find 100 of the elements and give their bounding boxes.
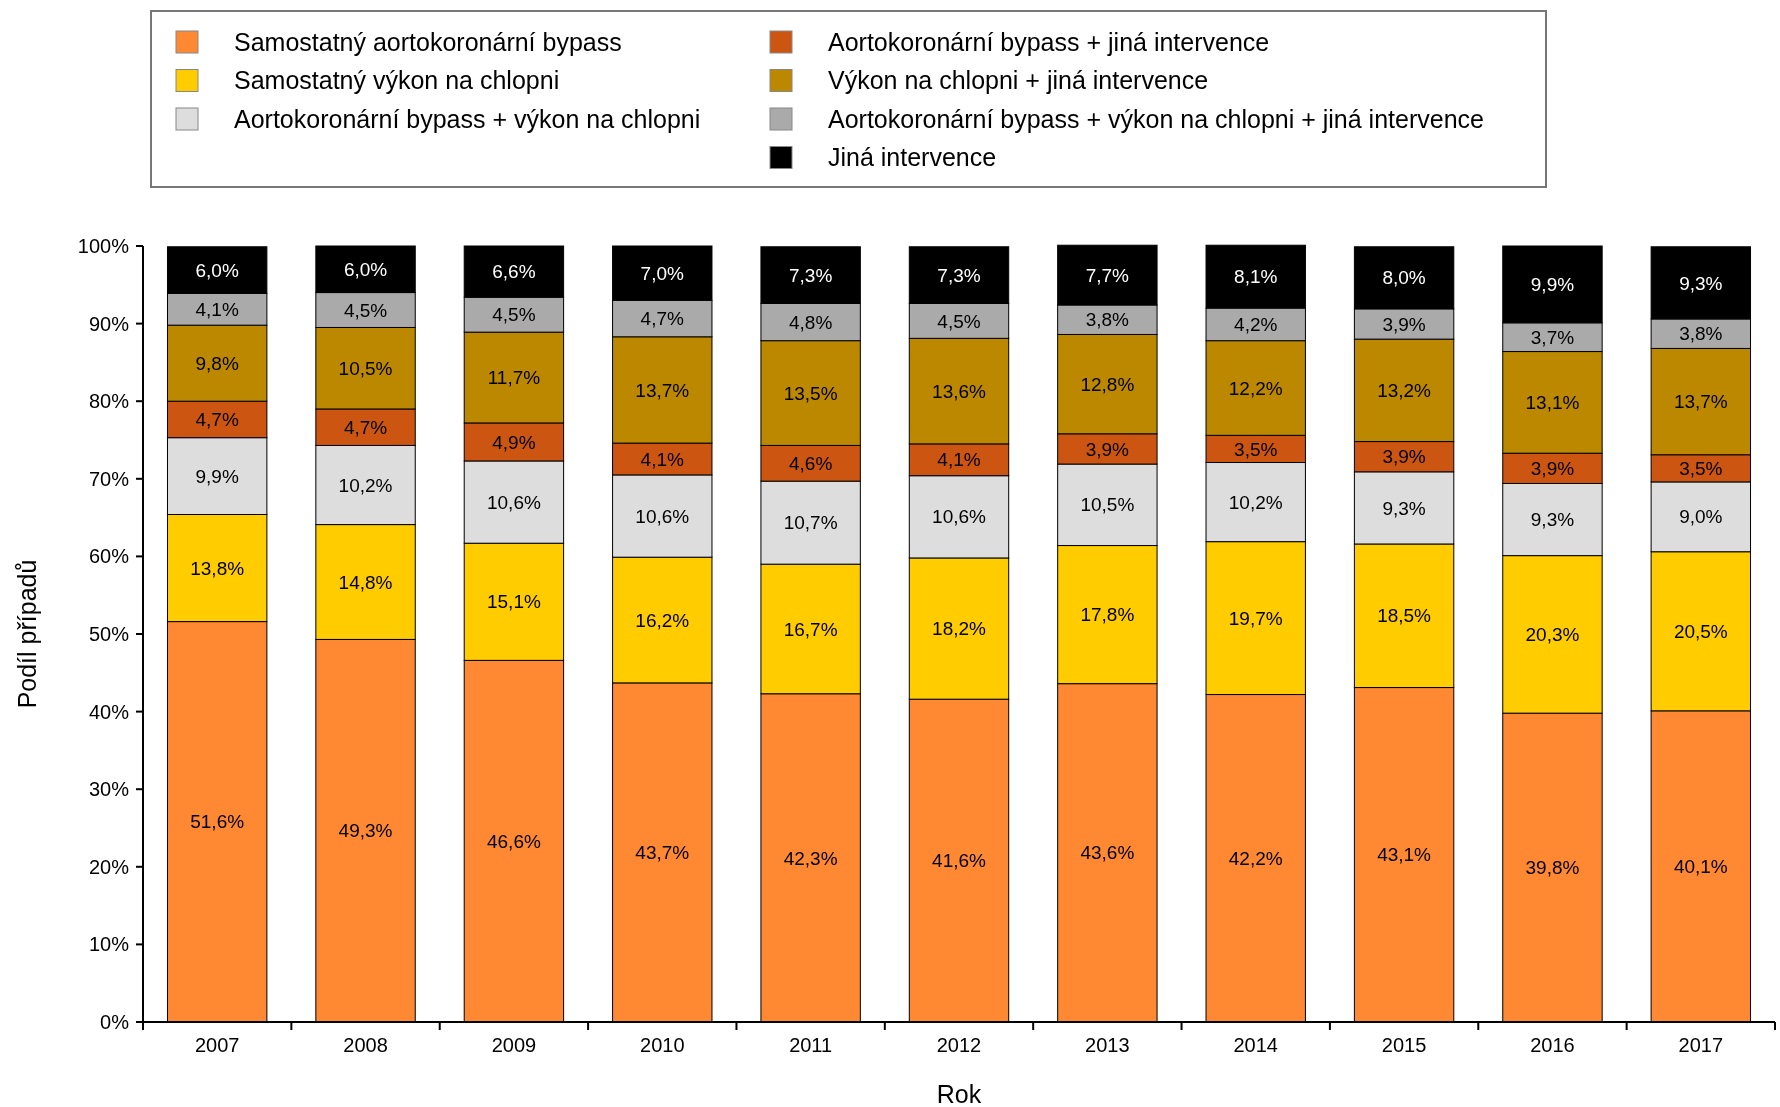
y-tick-label: 60% bbox=[88, 545, 130, 568]
data-label: 9,9% bbox=[195, 465, 239, 487]
y-tick-label: 0% bbox=[100, 1011, 130, 1033]
data-label: 16,2% bbox=[635, 609, 690, 631]
data-label: 7,3% bbox=[937, 264, 981, 286]
legend-label: Aortokoronární bypass + výkon na chlopni bbox=[234, 104, 701, 133]
y-tick-label: 40% bbox=[88, 700, 130, 723]
data-label: 13,1% bbox=[1525, 392, 1580, 414]
x-tick-label: 2014 bbox=[1233, 1034, 1278, 1056]
data-label: 19,7% bbox=[1228, 607, 1283, 629]
legend-label: Výkon na chlopni + jiná intervence bbox=[828, 66, 1209, 95]
data-label: 14,8% bbox=[338, 571, 393, 593]
data-label: 7,3% bbox=[788, 264, 833, 286]
x-tick-label: 2015 bbox=[1381, 1034, 1427, 1056]
data-label: 6,0% bbox=[195, 259, 239, 281]
x-tick-label: 2011 bbox=[789, 1034, 833, 1056]
data-label: 15,1% bbox=[486, 591, 541, 613]
data-label: 39,8% bbox=[1525, 857, 1580, 879]
data-label: 11,7% bbox=[487, 367, 541, 389]
y-tick-label: 80% bbox=[88, 390, 130, 413]
data-label: 51,6% bbox=[190, 811, 245, 833]
data-label: 9,8% bbox=[195, 352, 239, 374]
data-label: 10,5% bbox=[1080, 494, 1135, 516]
data-label: 43,7% bbox=[635, 842, 690, 864]
data-label: 46,6% bbox=[486, 830, 541, 852]
data-label: 17,8% bbox=[1080, 604, 1135, 626]
data-label: 42,2% bbox=[1228, 847, 1283, 869]
x-tick-label: 2016 bbox=[1530, 1034, 1575, 1056]
x-tick-label: 2012 bbox=[936, 1034, 982, 1056]
data-label: 10,2% bbox=[1228, 491, 1283, 513]
data-label: 9,3% bbox=[1382, 497, 1426, 519]
data-label: 8,1% bbox=[1234, 266, 1278, 288]
data-label: 3,9% bbox=[1085, 438, 1130, 460]
data-label: 4,9% bbox=[492, 431, 536, 453]
data-label: 20,3% bbox=[1525, 624, 1580, 646]
data-label: 12,8% bbox=[1080, 373, 1135, 395]
data-label: 13,2% bbox=[1377, 379, 1432, 401]
x-tick-label: 2013 bbox=[1085, 1034, 1130, 1056]
data-label: 3,8% bbox=[1679, 323, 1723, 345]
data-label: 3,5% bbox=[1679, 457, 1723, 479]
data-label: 9,0% bbox=[1679, 506, 1723, 528]
y-tick-label: 50% bbox=[88, 623, 130, 645]
x-tick-label: 2008 bbox=[343, 1034, 388, 1056]
y-tick-label: 90% bbox=[88, 312, 130, 335]
data-label: 4,1% bbox=[195, 298, 239, 320]
data-label: 4,8% bbox=[788, 311, 833, 333]
data-label: 6,0% bbox=[343, 258, 388, 280]
data-label: 13,6% bbox=[932, 380, 987, 402]
data-label: 13,5% bbox=[783, 382, 838, 404]
data-label: 4,6% bbox=[788, 452, 833, 474]
data-label: 10,6% bbox=[932, 506, 987, 528]
data-label: 40,1% bbox=[1673, 856, 1728, 878]
data-label: 9,9% bbox=[1530, 274, 1575, 296]
legend-label: Samostatný aortokoronární bypass bbox=[234, 27, 622, 56]
data-label: 4,1% bbox=[640, 448, 685, 470]
x-axis-title: Rok bbox=[936, 1080, 982, 1107]
data-label: 10,7% bbox=[783, 512, 838, 534]
data-label: 43,6% bbox=[1080, 842, 1135, 864]
data-label: 18,2% bbox=[932, 618, 987, 640]
data-label: 7,0% bbox=[640, 262, 685, 284]
data-label: 49,3% bbox=[338, 820, 393, 842]
data-label: 3,9% bbox=[1530, 457, 1575, 479]
legend-label: Aortokoronární bypass + výkon na chlopni + jiná intervence bbox=[828, 104, 1484, 133]
data-label: 3,8% bbox=[1085, 309, 1130, 331]
data-label: 4,7% bbox=[640, 308, 685, 330]
data-label: 4,5% bbox=[343, 299, 388, 321]
data-label: 13,8% bbox=[190, 557, 245, 579]
y-tick-label: 10% bbox=[88, 933, 130, 956]
data-label: 43,1% bbox=[1377, 844, 1432, 866]
data-label: 20,5% bbox=[1673, 620, 1728, 642]
data-label: 10,2% bbox=[338, 474, 393, 496]
data-label: 4,5% bbox=[937, 310, 981, 332]
x-tick-label: 2017 bbox=[1678, 1034, 1724, 1056]
data-label: 12,2% bbox=[1228, 377, 1283, 399]
data-label: 10,6% bbox=[635, 505, 690, 527]
data-label: 3,7% bbox=[1530, 326, 1575, 348]
y-tick-label: 20% bbox=[88, 855, 130, 878]
data-label: 13,7% bbox=[635, 379, 690, 401]
x-tick-label: 2007 bbox=[194, 1034, 240, 1056]
data-label: 4,5% bbox=[492, 304, 536, 326]
data-label: 3,9% bbox=[1382, 313, 1426, 335]
data-label: 8,0% bbox=[1382, 267, 1426, 289]
data-label: 9,3% bbox=[1679, 272, 1723, 294]
data-label: 10,6% bbox=[486, 491, 541, 513]
data-label: 3,5% bbox=[1234, 438, 1278, 460]
data-label: 16,7% bbox=[783, 618, 838, 640]
data-label: 42,3% bbox=[783, 847, 838, 869]
data-label: 13,7% bbox=[1673, 391, 1728, 413]
y-axis-title: Podíl případů bbox=[13, 559, 41, 709]
data-label: 10,5% bbox=[338, 357, 393, 379]
x-tick-label: 2010 bbox=[640, 1034, 685, 1056]
data-label: 4,1% bbox=[937, 449, 981, 471]
data-label: 4,2% bbox=[1234, 314, 1278, 336]
legend-label: Aortokoronární bypass + jiná intervence bbox=[828, 27, 1270, 56]
data-label: 9,3% bbox=[1530, 509, 1575, 531]
data-label: 18,5% bbox=[1377, 605, 1432, 627]
y-tick-label: 30% bbox=[88, 778, 130, 801]
x-tick-label: 2009 bbox=[491, 1034, 537, 1056]
data-label: 4,7% bbox=[343, 416, 388, 438]
data-label: 41,6% bbox=[932, 850, 987, 872]
